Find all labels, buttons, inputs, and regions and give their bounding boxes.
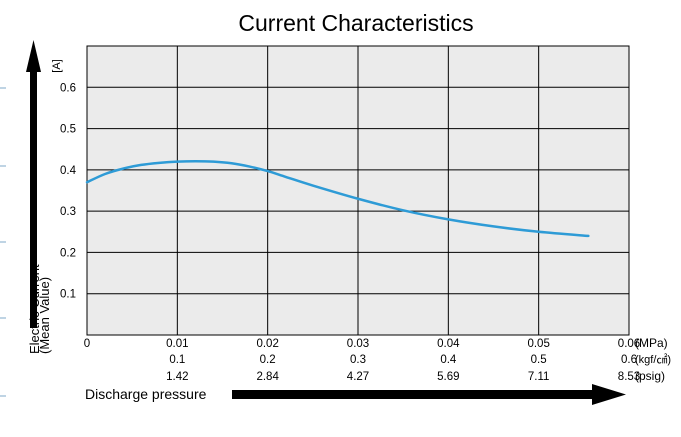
y-unit-label: [A] (51, 59, 63, 72)
x-tick-label-mpa: 0.01 (166, 338, 188, 350)
y-axis-label-line1: Electric Current (27, 264, 42, 354)
x-unit-psig: (psig) (635, 369, 665, 383)
y-tick-label: 0.6 (60, 82, 76, 94)
y-tick-label: 0.3 (60, 206, 76, 218)
x-axis-arrow-shaft (232, 390, 594, 399)
x-tick-label-mpa: 0.04 (437, 338, 460, 350)
x-tick-label-kgf: 0.6 (621, 354, 637, 366)
x-tick-label-psig: 2.84 (256, 371, 279, 383)
y-axis-label-line2: (Mean Value) (37, 277, 52, 354)
x-tick-label-mpa: 0.06 (618, 338, 640, 350)
x-tick-label-psig: 1.42 (166, 371, 188, 383)
y-tick-label: 0.1 (60, 289, 76, 301)
x-tick-label-psig: 7.11 (528, 371, 550, 383)
grid (87, 46, 629, 335)
y-tick-label: 0.5 (60, 124, 76, 136)
y-tick-label: 0.4 (60, 165, 77, 177)
y-axis-arrow-head (26, 40, 41, 72)
x-unit-kgf: (kgf/㎠) (635, 353, 671, 366)
x-tick-label-psig: 5.69 (437, 371, 459, 383)
x-tick-label-kgf: 0.3 (350, 354, 366, 366)
y-tick-label: 0.2 (60, 247, 76, 259)
y-tick-labels: 0.1 0.2 0.3 0.4 0.5 0.6 (60, 82, 77, 300)
x-tick-label-kgf: 0.1 (169, 354, 185, 366)
chart-title: Current Characteristics (238, 10, 473, 36)
x-tick-label-mpa: 0.05 (527, 338, 549, 350)
left-edge-marks (0, 87, 6, 397)
x-tick-label-kgf: 0.5 (531, 354, 547, 366)
x-tick-label-kgf: 0.2 (260, 354, 276, 366)
series-line (85, 159, 590, 238)
x-tick-label-psig: 4.27 (347, 371, 369, 383)
x-tick-label-psig: 8.53 (618, 371, 640, 383)
x-axis-label: Discharge pressure (85, 386, 207, 402)
x-tick-label-kgf: 0.4 (440, 354, 457, 366)
x-unit-mpa: (MPa) (635, 336, 668, 350)
x-tick-labels: 0 0.01 0.1 1.42 0.02 0.2 2.84 0.03 0.3 4.27 0.04 0.… (84, 338, 640, 383)
x-tick-label-mpa: 0.03 (347, 338, 369, 350)
x-tick-label-mpa: 0.02 (256, 338, 278, 350)
x-axis-arrow-head (592, 384, 626, 405)
y-axis-arrow-shaft (30, 70, 37, 328)
x-tick-label-mpa: 0 (84, 338, 90, 350)
